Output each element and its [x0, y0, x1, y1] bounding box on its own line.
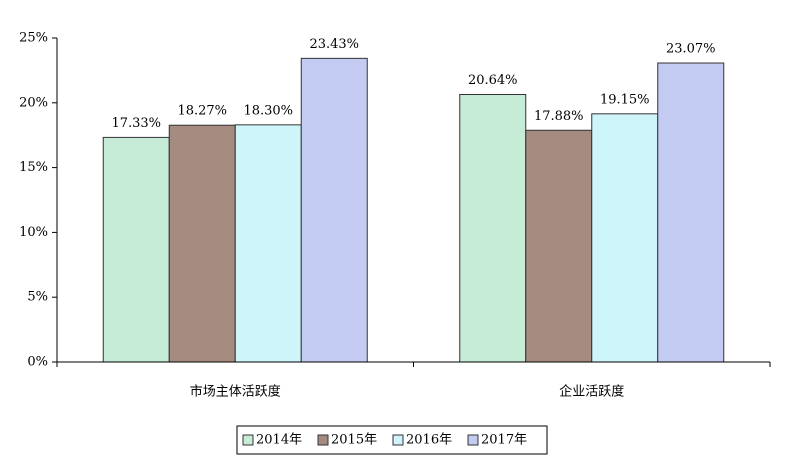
y-tick-label: 15%: [19, 160, 48, 175]
value-label: 23.43%: [309, 37, 359, 52]
bar: [657, 62, 725, 363]
legend-swatch: [392, 434, 404, 446]
value-label: 18.30%: [243, 103, 293, 118]
value-label: 17.88%: [534, 109, 584, 124]
legend-label: 2016年: [406, 433, 452, 448]
y-tick-label: 10%: [19, 225, 48, 240]
x-tick-label: 市场主体活跃度: [190, 384, 281, 400]
bar: [234, 124, 302, 363]
value-label: 17.33%: [111, 116, 161, 131]
bar: [300, 57, 368, 363]
legend-swatch: [242, 434, 254, 446]
bar: [591, 113, 659, 363]
legend-label: 2017年: [481, 433, 527, 448]
legend-label: 2014年: [256, 433, 302, 448]
x-tick-label: 企业活跃度: [559, 384, 624, 400]
value-label: 23.07%: [666, 42, 716, 57]
bar: [525, 129, 593, 363]
legend-swatch: [467, 434, 479, 446]
y-tick-label: 20%: [19, 95, 48, 110]
bar: [168, 124, 236, 363]
bar: [102, 136, 170, 363]
bar: [459, 94, 527, 363]
y-tick-label: 25%: [19, 31, 48, 46]
y-tick-label: 5%: [27, 290, 48, 305]
value-label: 20.64%: [468, 73, 518, 88]
legend-swatch: [317, 434, 329, 446]
value-label: 19.15%: [600, 92, 650, 107]
value-label: 18.27%: [177, 104, 227, 119]
legend-label: 2015年: [331, 433, 377, 448]
legend-box: [236, 425, 548, 455]
y-tick-label: 0%: [27, 355, 48, 370]
